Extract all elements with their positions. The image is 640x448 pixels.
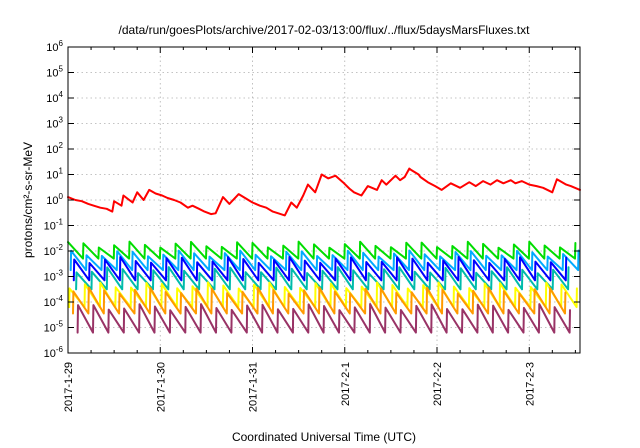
series-line-0 (67, 167, 581, 217)
y-tick-label: 103 (46, 116, 63, 131)
y-axis-tick-labels: 10-6 10-5 10-4 10-3 10-2 10-1 100 101 102 103 104 1… (44, 39, 64, 360)
chart-title: /data/run/goesPlots/archive/2017-02-03/1… (119, 23, 531, 37)
y-tick-label: 102 (46, 141, 63, 156)
series-line-7 (76, 303, 571, 334)
x-tick-label: 2017-2-2 (432, 362, 444, 406)
y-axis-label: protons/cm²-s-sr-MeV (21, 142, 35, 258)
y-tick-label: 105 (46, 65, 63, 80)
y-tick-label: 10-1 (44, 218, 64, 233)
x-tick-label: 2017-1-31 (248, 362, 260, 412)
y-tick-label: 101 (46, 167, 63, 182)
y-tick-label: 10-2 (44, 243, 64, 258)
x-axis-tick-labels: 2017-1-29 2017-1-30 2017-1-31 2017-2-1 2017-… (63, 362, 536, 412)
series-line-3 (72, 255, 568, 282)
x-tick-label: 2017-2-1 (340, 362, 352, 406)
series-line-2 (69, 249, 580, 272)
series-line-1 (67, 240, 577, 260)
y-tick-label: 10-4 (44, 294, 64, 309)
y-tick-label: 104 (46, 90, 63, 105)
series-line-4 (75, 266, 570, 291)
axis-ticks (67, 46, 580, 354)
y-tick-label: 10-5 (44, 320, 64, 335)
y-tick-label: 106 (46, 39, 63, 54)
y-tick-label: 10-3 (44, 269, 64, 284)
x-tick-label: 2017-1-30 (155, 362, 167, 412)
grid-layer (68, 47, 580, 353)
x-tick-label: 2017-2-3 (524, 362, 536, 406)
x-tick-label: 2017-1-29 (63, 362, 75, 412)
y-tick-label: 10-6 (44, 345, 64, 360)
x-axis-label: Coordinated Universal Time (UTC) (232, 430, 416, 444)
series-line-6 (72, 286, 567, 315)
series-layer (67, 167, 581, 334)
y-tick-label: 100 (46, 192, 63, 207)
